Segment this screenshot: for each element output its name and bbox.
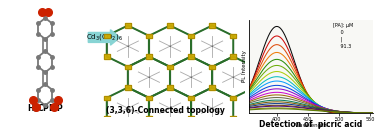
Y-axis label: PL Intensity: PL Intensity	[242, 50, 247, 82]
Polygon shape	[146, 54, 152, 59]
Polygon shape	[146, 96, 152, 100]
Polygon shape	[188, 34, 194, 38]
Polygon shape	[167, 126, 173, 130]
Polygon shape	[146, 116, 152, 121]
Polygon shape	[125, 23, 130, 28]
Text: H$_3$CPEIP: H$_3$CPEIP	[27, 103, 64, 115]
Polygon shape	[230, 54, 236, 59]
Polygon shape	[230, 116, 236, 121]
FancyArrow shape	[88, 30, 120, 45]
Text: Detection of  picric acid: Detection of picric acid	[259, 120, 363, 129]
Polygon shape	[251, 64, 257, 69]
Polygon shape	[188, 54, 194, 59]
Polygon shape	[146, 34, 152, 38]
Polygon shape	[188, 96, 194, 100]
Polygon shape	[104, 116, 109, 121]
Polygon shape	[209, 23, 215, 28]
Text: [PA]: μM
     0
     |
     91.3: [PA]: μM 0 | 91.3	[333, 23, 354, 48]
Text: (3,3,6)-Connected topology: (3,3,6)-Connected topology	[106, 106, 225, 115]
Polygon shape	[167, 64, 173, 69]
Polygon shape	[104, 54, 109, 59]
Text: Cd$_3$(CO$_2$)$_6$: Cd$_3$(CO$_2$)$_6$	[86, 32, 123, 42]
Polygon shape	[210, 64, 215, 69]
Polygon shape	[167, 23, 173, 28]
X-axis label: Wavelength: Wavelength	[295, 123, 327, 128]
Polygon shape	[209, 85, 215, 90]
Polygon shape	[209, 126, 215, 130]
Polygon shape	[167, 85, 173, 90]
Polygon shape	[230, 34, 236, 38]
Polygon shape	[251, 85, 257, 90]
Polygon shape	[125, 126, 130, 130]
Polygon shape	[104, 96, 109, 100]
Polygon shape	[125, 85, 130, 90]
Polygon shape	[104, 34, 109, 38]
Polygon shape	[230, 96, 236, 100]
Polygon shape	[125, 64, 130, 69]
Polygon shape	[188, 116, 194, 121]
